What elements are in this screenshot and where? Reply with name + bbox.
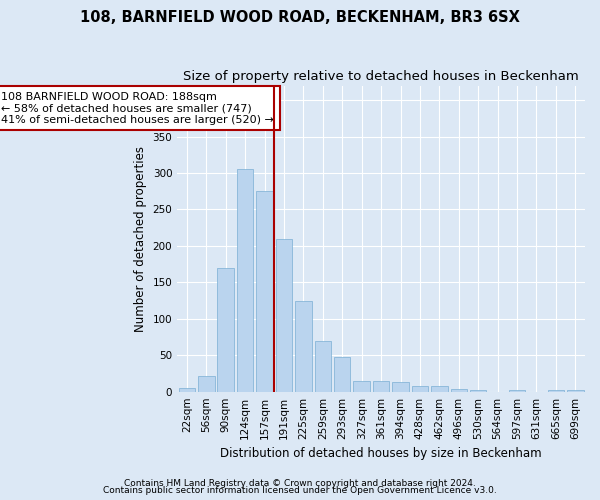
Text: 108, BARNFIELD WOOD ROAD, BECKENHAM, BR3 6SX: 108, BARNFIELD WOOD ROAD, BECKENHAM, BR3…: [80, 10, 520, 25]
Bar: [470, 390, 487, 392]
Text: 108 BARNFIELD WOOD ROAD: 188sqm
← 58% of detached houses are smaller (747)
41% o: 108 BARNFIELD WOOD ROAD: 188sqm ← 58% of…: [1, 92, 274, 125]
Bar: [314, 340, 331, 392]
Bar: [392, 382, 409, 392]
Bar: [237, 170, 253, 392]
Bar: [451, 389, 467, 392]
Bar: [509, 390, 525, 392]
X-axis label: Distribution of detached houses by size in Beckenham: Distribution of detached houses by size …: [220, 447, 542, 460]
Bar: [256, 191, 273, 392]
Bar: [353, 380, 370, 392]
Bar: [179, 388, 195, 392]
Y-axis label: Number of detached properties: Number of detached properties: [134, 146, 147, 332]
Title: Size of property relative to detached houses in Beckenham: Size of property relative to detached ho…: [183, 70, 579, 83]
Bar: [217, 268, 234, 392]
Bar: [412, 386, 428, 392]
Bar: [373, 382, 389, 392]
Text: Contains HM Land Registry data © Crown copyright and database right 2024.: Contains HM Land Registry data © Crown c…: [124, 478, 476, 488]
Bar: [334, 358, 350, 392]
Bar: [198, 376, 215, 392]
Bar: [548, 390, 564, 392]
Bar: [567, 390, 584, 392]
Bar: [276, 238, 292, 392]
Bar: [295, 300, 311, 392]
Text: Contains public sector information licensed under the Open Government Licence v3: Contains public sector information licen…: [103, 486, 497, 495]
Bar: [431, 386, 448, 392]
